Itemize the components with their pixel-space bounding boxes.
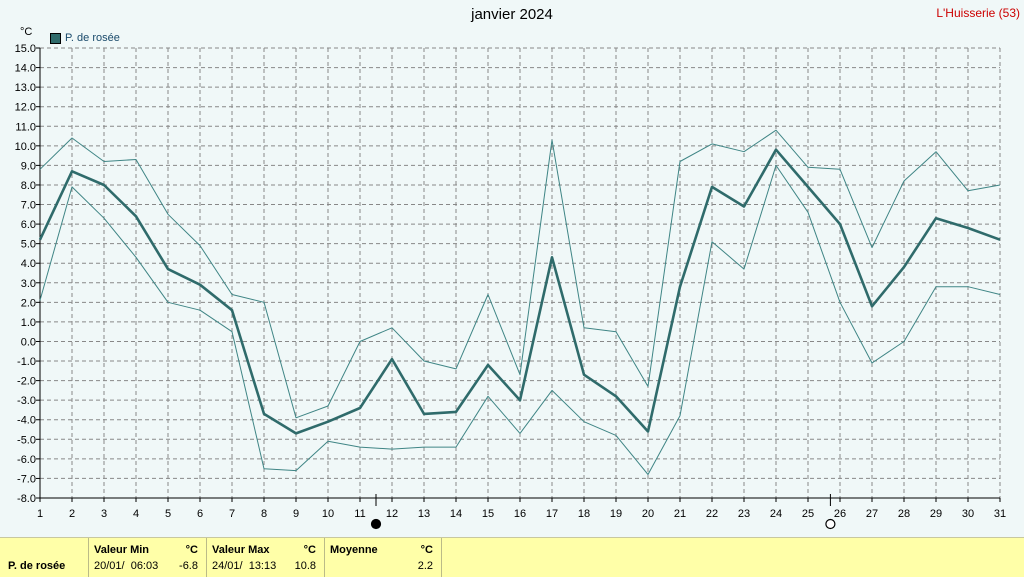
min-header: Valeur Min (94, 544, 150, 556)
station-name: L'Huisserie (53) (936, 6, 1020, 20)
x-tick-label: 4 (133, 508, 139, 520)
y-tick-label: 9.0 (21, 160, 36, 172)
y-tick-label: 7.0 (21, 200, 36, 212)
summary-max-cell: Valeur Max °C 24/01/ 13:13 10.8 (207, 538, 325, 577)
y-tick-label: 13.0 (15, 82, 36, 94)
new-moon-icon (370, 518, 382, 530)
summary-row-label: P. de rosée (8, 560, 66, 572)
x-tick-label: 23 (738, 508, 750, 520)
max-datetime: 24/01/ 13:13 (212, 560, 277, 572)
y-tick-label: 1.0 (21, 317, 36, 329)
summary-label-cell: P. de rosée (0, 538, 89, 577)
series-line-mean (38, 148, 1001, 435)
x-tick-label: 28 (898, 508, 910, 520)
x-tick-label: 17 (546, 508, 558, 520)
x-tick-label: 9 (293, 508, 299, 520)
max-value: 10.8 (294, 560, 316, 572)
y-axis-unit: °C (20, 26, 33, 38)
full-moon-icon (825, 518, 836, 530)
x-tick-label: 8 (261, 508, 267, 520)
x-tick-label: 26 (834, 508, 846, 520)
x-tick-label: 18 (578, 508, 590, 520)
x-tick-label: 5 (165, 508, 171, 520)
y-tick-label: 11.0 (15, 121, 36, 133)
y-tick-label: 4.0 (21, 258, 36, 270)
x-tick-label: 27 (866, 508, 878, 520)
y-tick-label: 0.0 (21, 336, 36, 348)
x-tick-label: 15 (482, 508, 494, 520)
legend-swatch (50, 32, 61, 44)
avg-header: Moyenne (330, 544, 378, 556)
y-tick-label: 5.0 (21, 239, 36, 251)
summary-min-cell: Valeur Min °C 20/01/ 06:03 -6.8 (89, 538, 207, 577)
y-tick-label: -2.0 (17, 376, 36, 388)
y-tick-label: 8.0 (21, 180, 36, 192)
x-tick-label: 13 (418, 508, 430, 520)
x-tick-label: 19 (610, 508, 622, 520)
chart-title: janvier 2024 (471, 6, 553, 23)
y-tick-label: 12.0 (15, 102, 36, 114)
y-tick-label: 15.0 (15, 43, 36, 55)
y-tick-label: 14.0 (15, 63, 36, 75)
max-header: Valeur Max (212, 544, 270, 556)
dew-point-chart: -8.0 -7.0 -6.0 -5.0 -4.0 -3.0 -2.0 -1.0 0.0 1.0 2.… (15, 43, 1006, 530)
x-tick-label: 12 (386, 508, 398, 520)
x-tick-label: 29 (930, 508, 942, 520)
legend: P. de rosée (50, 32, 120, 44)
series-line-min (39, 164, 1001, 475)
y-tick-label: -7.0 (17, 473, 36, 485)
y-tick-label: -1.0 (17, 356, 36, 368)
max-unit: °C (303, 544, 316, 556)
y-tick-label: 6.0 (21, 219, 36, 231)
series-line-max (39, 129, 1001, 419)
y-tick-label: -8.0 (17, 493, 36, 505)
y-tick-label: -4.0 (17, 415, 36, 427)
y-tick-label: 3.0 (21, 278, 36, 290)
x-tick-label: 10 (322, 508, 334, 520)
x-tick-label: 1 (37, 508, 43, 520)
y-tick-label: -3.0 (17, 395, 36, 407)
min-value: -6.8 (179, 560, 198, 572)
x-tick-label: 31 (994, 508, 1006, 520)
x-tick-label: 20 (642, 508, 654, 520)
summary-panel: P. de rosée Valeur Min °C 20/01/ 06:03 -… (0, 537, 1024, 577)
x-tick-label: 14 (450, 508, 462, 520)
x-tick-label: 6 (197, 508, 203, 520)
x-tick-label: 16 (514, 508, 526, 520)
min-unit: °C (185, 544, 198, 556)
y-tick-label: -6.0 (17, 454, 36, 466)
min-datetime: 20/01/ 06:03 (94, 560, 159, 572)
x-tick-label: 3 (101, 508, 107, 520)
avg-unit: °C (420, 544, 433, 556)
legend-label: P. de rosée (65, 32, 120, 44)
summary-avg-cell: Moyenne °C 2.2 (325, 538, 442, 577)
avg-value: 2.2 (417, 560, 433, 572)
y-tick-label: 2.0 (21, 297, 36, 309)
x-tick-label: 24 (770, 508, 782, 520)
x-tick-label: 2 (69, 508, 75, 520)
y-tick-label: 10.0 (15, 141, 36, 153)
x-tick-label: 11 (354, 508, 365, 520)
x-tick-label: 22 (706, 508, 718, 520)
y-tick-label: -5.0 (17, 434, 36, 446)
x-tick-label: 7 (229, 508, 235, 520)
x-tick-label: 30 (962, 508, 974, 520)
x-tick-label: 25 (802, 508, 814, 520)
x-tick-label: 21 (674, 508, 686, 520)
